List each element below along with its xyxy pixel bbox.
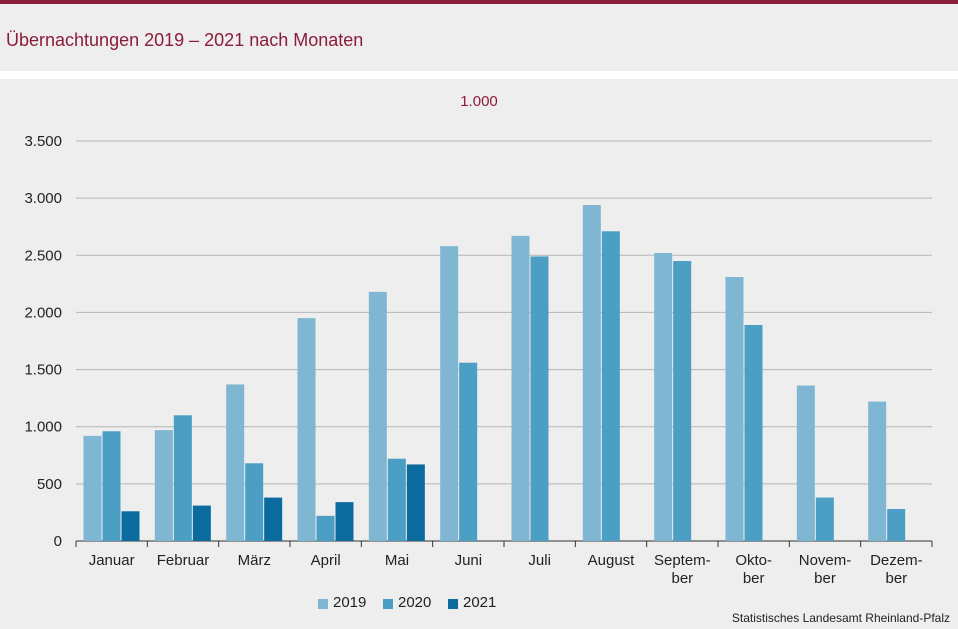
legend-label: 2019 [333, 594, 367, 611]
bar-2019-Novem-ber [796, 385, 815, 541]
x-tick-label: Novem- [799, 552, 852, 569]
bar-2019-Okto-ber [725, 277, 744, 541]
chart-legend: 2019 2020 2021 [0, 594, 958, 614]
y-tick-label: 1.500 [24, 362, 62, 379]
x-tick-label: Juni [455, 552, 483, 569]
chart-panel: 1.000 0 500 1.000 1.500 2.000 2.500 3.000 3.500… [0, 79, 958, 629]
bar-2019-Juni [440, 246, 459, 541]
bar-2021-April [335, 502, 354, 541]
x-tick-label: ber [885, 570, 907, 587]
x-tick-label: ber [743, 570, 765, 587]
bar-2019-Mai [368, 291, 387, 541]
bar-2020-Mai [387, 458, 406, 541]
bar-2021-Februar [192, 505, 211, 541]
bar-2019-Dezem-ber [868, 401, 887, 541]
bar-2020-Juli [530, 256, 549, 541]
x-tick-label: März [238, 552, 271, 569]
y-tick-label: 3.000 [24, 190, 62, 207]
x-tick-label: ber [814, 570, 836, 587]
unit-label: 1.000 [460, 93, 498, 110]
header-separator [0, 71, 958, 79]
x-tick-label: Septem- [654, 552, 711, 569]
bar-2020-August [601, 231, 620, 542]
bar-chart: 0 500 1.000 1.500 2.000 2.500 3.000 3.500 Januar… [24, 133, 933, 587]
x-tick-label: Juli [528, 552, 551, 569]
x-tick-label: April [311, 552, 341, 569]
x-tick-label: Dezem- [870, 552, 923, 569]
y-tick-label: 2.000 [24, 304, 62, 321]
bar-2020-Januar [102, 431, 121, 541]
top-accent-rule [0, 0, 958, 4]
legend-swatch [383, 599, 393, 609]
bar-2020-Okto-ber [744, 325, 763, 541]
bar-2020-Februar [173, 415, 192, 541]
bar-2020-Juni [459, 362, 478, 541]
x-tick-label: August [588, 552, 636, 569]
source-note: Statistisches Landesamt Rheinland-Pfalz [731, 611, 950, 625]
bar-2020-Novem-ber [815, 497, 834, 541]
y-tick-label: 500 [37, 476, 62, 493]
bar-2020-April [316, 515, 335, 541]
bar-2019-Februar [154, 430, 173, 541]
bar-2020-Dezem-ber [887, 509, 906, 541]
legend-swatch [318, 599, 328, 609]
x-tick-label: Januar [89, 552, 135, 569]
chart-title: Übernachtungen 2019 – 2021 nach Monaten [6, 30, 364, 50]
bar-2021-Mai [406, 464, 425, 541]
legend-swatch [448, 599, 458, 609]
y-tick-label: 3.500 [24, 133, 62, 150]
y-tick-label: 1.000 [24, 419, 62, 436]
y-tick-label: 0 [54, 533, 62, 550]
x-tick-label: Februar [157, 552, 210, 569]
bar-2020-März [245, 463, 264, 541]
bar-2020-Septem-ber [673, 261, 692, 541]
bar-2021-März [264, 497, 283, 541]
bar-2019-August [582, 205, 601, 541]
y-tick-label: 2.500 [24, 247, 62, 264]
x-tick-label: Mai [385, 552, 409, 569]
legend-label: 2021 [463, 594, 497, 611]
legend-label: 2020 [398, 594, 432, 611]
bar-2019-April [297, 318, 316, 541]
bar-2021-Januar [121, 511, 140, 541]
bar-2019-März [226, 384, 245, 541]
bar-2019-Juli [511, 235, 530, 541]
x-tick-label: ber [671, 570, 693, 587]
chart-header: Übernachtungen 2019 – 2021 nach Monaten [0, 4, 958, 71]
x-tick-label: Okto- [735, 552, 772, 569]
bar-2019-Januar [83, 435, 102, 541]
bar-2019-Septem-ber [654, 253, 673, 541]
